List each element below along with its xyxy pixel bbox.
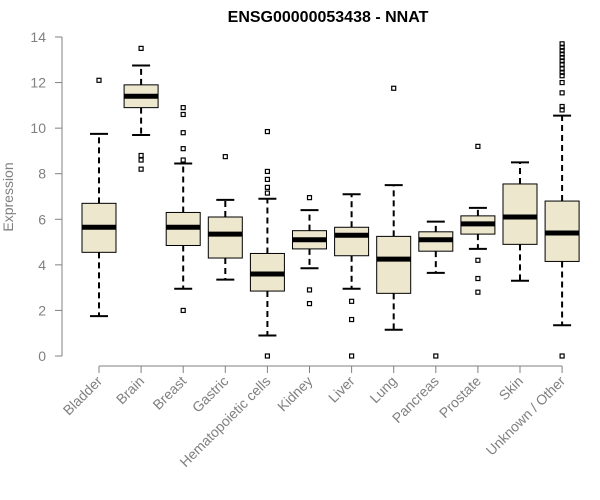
x-tick-label: Unknown / Other <box>483 373 569 459</box>
box-gastric <box>207 154 243 281</box>
outlier-point <box>180 146 186 152</box>
x-tick-label: Lung <box>366 373 399 406</box>
outlier-point <box>306 195 313 201</box>
outlier-point <box>264 168 270 175</box>
outlier-point <box>559 79 565 86</box>
outlier-point <box>306 300 313 307</box>
outlier-point <box>391 85 397 91</box>
outlier-point <box>559 73 565 79</box>
outlier-point <box>264 353 270 359</box>
y-tick-label: 4 <box>38 257 46 273</box>
y-axis-label: Expression <box>0 162 16 231</box>
y-tick-label: 2 <box>38 302 46 318</box>
x-tick-label: Brain <box>113 373 147 407</box>
y-tick-label: 14 <box>30 29 46 45</box>
outlier-point <box>349 353 355 359</box>
outlier-point <box>475 143 481 149</box>
box-liver <box>334 193 370 359</box>
y-tick-label: 6 <box>38 211 46 227</box>
box-kidney <box>292 195 327 307</box>
y-axis: 0 2 4 6 8 10 12 14 <box>30 29 63 364</box>
box-lung <box>376 85 412 331</box>
iqr-box <box>334 226 370 257</box>
outlier-point <box>349 316 355 323</box>
outlier-point <box>475 257 481 263</box>
x-tick-label: Kidney <box>274 373 316 415</box>
box-skin <box>502 161 538 282</box>
outlier-point <box>433 353 439 359</box>
outlier-point <box>306 287 313 293</box>
outlier-point <box>180 157 186 163</box>
box-breast <box>165 105 201 314</box>
outlier-point <box>180 111 186 118</box>
iqr-box <box>207 216 243 259</box>
outlier-point <box>264 176 270 183</box>
iqr-box <box>502 183 538 245</box>
box-prostate <box>460 143 496 295</box>
x-tick-label: Prostate <box>436 373 484 421</box>
outlier-point <box>264 190 270 196</box>
outlier-point <box>264 184 270 190</box>
x-tick-label: Skin <box>496 373 527 404</box>
box-unknown-other <box>544 41 580 359</box>
x-tick-label: Bladder <box>60 373 106 419</box>
outlier-point <box>559 107 565 113</box>
outlier-point <box>559 353 565 359</box>
outlier-point <box>180 307 186 314</box>
outlier-point <box>559 90 565 96</box>
box-hematopoietic-cells <box>249 128 285 359</box>
x-tick-label: Breast <box>149 373 189 413</box>
outlier-point <box>180 130 186 136</box>
box-pancreas <box>418 220 454 359</box>
outlier-point <box>475 275 481 282</box>
outlier-point <box>138 166 144 172</box>
x-tick-label: Liver <box>325 373 358 406</box>
outlier-point <box>222 154 228 160</box>
x-tick-label: Pancreas <box>389 373 442 426</box>
outlier-point <box>349 298 355 304</box>
chart-title: ENSG00000053438 - NNAT <box>228 9 429 26</box>
outlier-point <box>138 157 144 163</box>
y-tick-label: 0 <box>38 348 46 364</box>
outlier-point <box>96 77 102 83</box>
outlier-point <box>559 61 565 67</box>
outlier-point <box>138 45 144 51</box>
boxes-group <box>81 41 580 359</box>
iqr-box <box>376 235 412 294</box>
outlier-point <box>475 289 481 295</box>
outlier-point <box>180 105 186 111</box>
outlier-point <box>264 128 270 135</box>
box-bladder <box>81 77 117 318</box>
box-brain <box>123 45 159 172</box>
y-tick-label: 12 <box>30 75 46 91</box>
outlier-point <box>138 152 144 159</box>
y-tick-label: 10 <box>30 120 46 136</box>
y-tick-label: 8 <box>38 166 46 182</box>
